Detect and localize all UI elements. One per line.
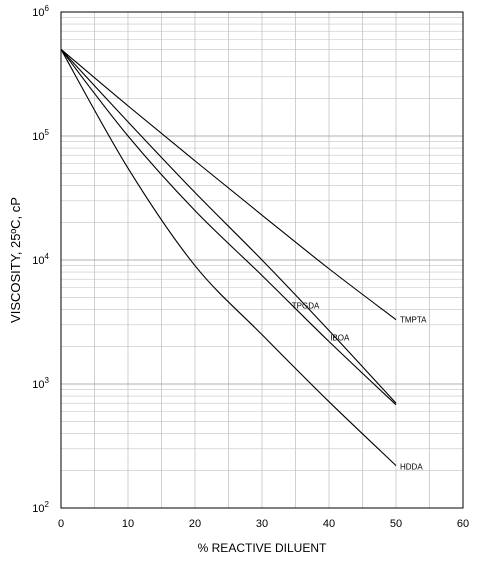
series-label-iboa: IBOA <box>330 334 350 343</box>
y-tick-label: 105 <box>32 128 49 143</box>
series-label-hdda: HDDA <box>400 463 423 472</box>
x-tick-label: 10 <box>122 518 134 530</box>
x-tick-label: 60 <box>457 518 469 530</box>
series-group: TMPTA IBOA TPGDA HDDA <box>60 48 427 472</box>
y-tick-label: 106 <box>32 4 49 19</box>
x-tick-label: 30 <box>256 518 268 530</box>
x-tick-label: 50 <box>390 518 402 530</box>
x-axis-label: % REACTIVE DILUENT <box>198 541 327 555</box>
y-tick-label: 103 <box>32 376 49 391</box>
series-line-tpgda <box>60 48 397 406</box>
series-line-iboa <box>60 48 397 404</box>
x-tick-label: 40 <box>323 518 335 530</box>
series-line-tmpta <box>60 48 397 321</box>
plot-frame <box>60 11 464 509</box>
series-label-tpgda: TPGDA <box>292 301 320 310</box>
grid <box>61 12 463 508</box>
y-tick-labels: 102 103 104 105 106 <box>32 4 49 515</box>
y-tick-label: 102 <box>32 500 49 515</box>
y-axis-label: VISCOSITY, 25ºC, cP <box>8 197 23 323</box>
x-tick-label: 20 <box>189 518 201 530</box>
series-label-tmpta: TMPTA <box>400 316 427 325</box>
y-tick-label: 104 <box>32 252 49 267</box>
series-line-hdda <box>60 49 397 466</box>
x-tick-labels: 0 10 20 30 40 50 60 <box>58 518 469 530</box>
x-tick-label: 0 <box>58 518 64 530</box>
